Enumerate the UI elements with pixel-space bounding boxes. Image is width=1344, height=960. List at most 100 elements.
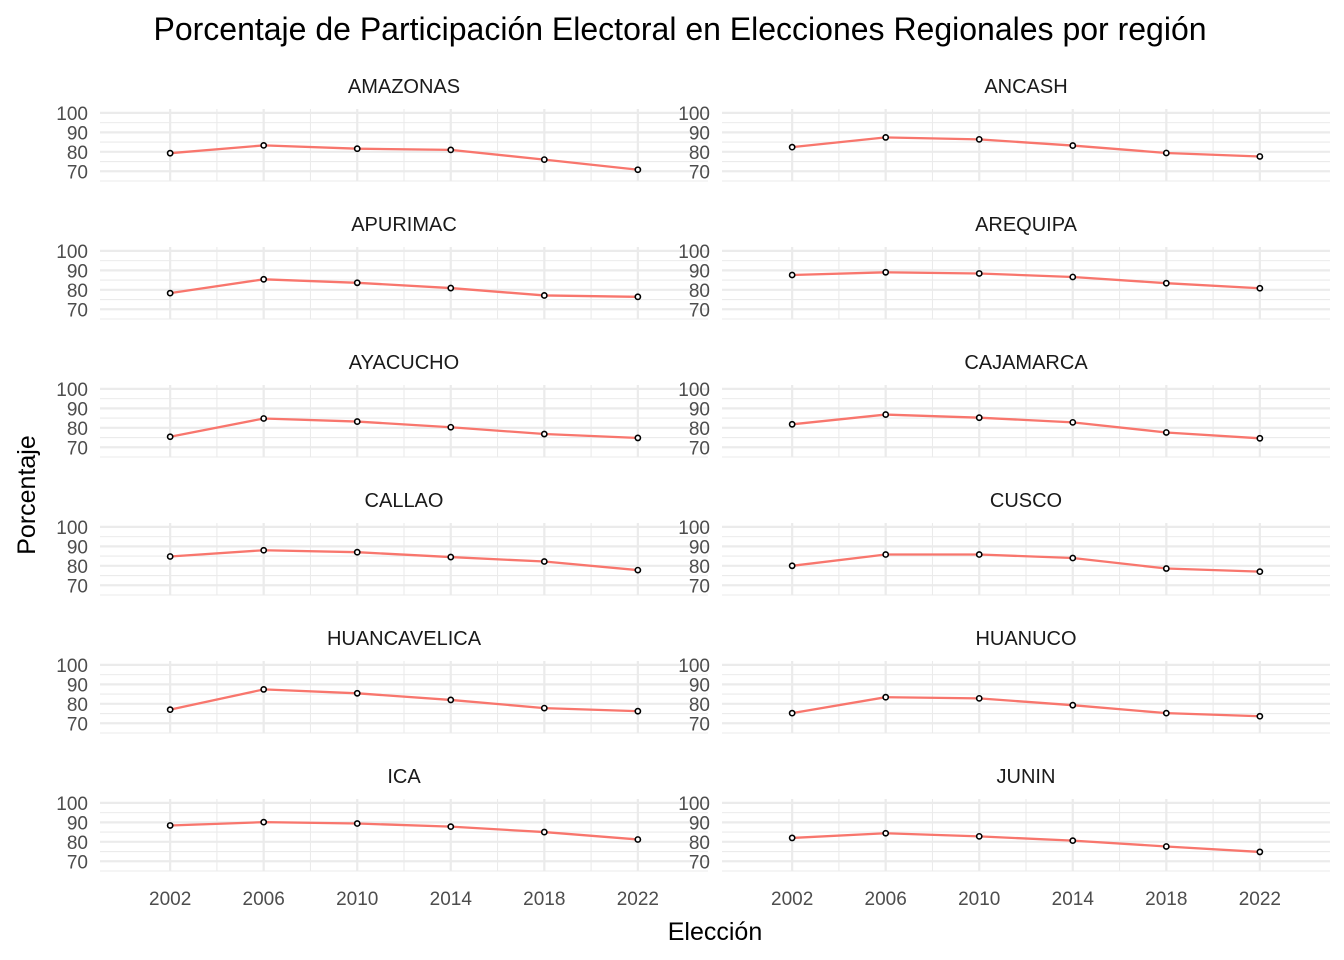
data-point — [353, 279, 361, 287]
data-point — [788, 271, 796, 279]
series-line — [792, 553, 1260, 573]
data-point — [260, 546, 268, 554]
series-line — [170, 821, 638, 841]
facet-strip-label: CUSCO — [990, 490, 1062, 512]
data-point — [1162, 709, 1170, 717]
y-axis-title: Porcentaje — [13, 435, 41, 555]
x-tick-label: 2014 — [430, 889, 473, 910]
y-tick-label: 90 — [67, 537, 88, 558]
data-point — [788, 562, 796, 570]
facet-strip-label: HUANCAVELICA — [327, 628, 482, 650]
y-tick-label: 100 — [56, 242, 88, 263]
x-tick-label: 2018 — [1145, 889, 1187, 910]
y-tick-label: 100 — [56, 794, 88, 815]
y-tick-label: 80 — [67, 557, 88, 578]
data-point — [540, 430, 548, 438]
x-tick-label: 2010 — [336, 889, 378, 910]
y-tick-label: 100 — [678, 380, 710, 401]
y-tick-label: 100 — [56, 104, 88, 125]
y-tick-label: 80 — [67, 833, 88, 854]
y-tick-label: 80 — [67, 419, 88, 440]
series-line — [792, 136, 1260, 158]
x-tick-label: 2002 — [771, 889, 813, 910]
y-tick-label: 100 — [678, 518, 710, 539]
data-point — [166, 553, 174, 560]
y-tick-label: 90 — [689, 399, 710, 420]
y-tick-label: 70 — [689, 852, 710, 873]
x-tick-label: 2022 — [1239, 889, 1281, 910]
data-point — [540, 558, 548, 565]
data-point — [1069, 554, 1077, 562]
y-tick-label: 70 — [67, 576, 88, 597]
x-tick-label: 2018 — [523, 889, 565, 910]
y-tick-label: 90 — [67, 399, 88, 420]
y-tick-label: 90 — [67, 675, 88, 696]
facet-strip-label: AREQUIPA — [975, 214, 1078, 236]
data-point — [634, 707, 642, 715]
series-line — [792, 413, 1260, 440]
y-tick-label: 90 — [689, 813, 710, 834]
facet-strip-label: ICA — [387, 766, 421, 788]
data-point — [634, 434, 642, 442]
data-point — [166, 289, 174, 297]
data-point — [447, 696, 455, 704]
data-point — [166, 149, 174, 157]
x-tick-label: 2002 — [149, 889, 191, 910]
facet-strip-label: APURIMAC — [351, 214, 457, 236]
data-point — [882, 411, 890, 418]
data-point — [1069, 273, 1077, 281]
data-point — [166, 822, 174, 829]
data-point — [1256, 284, 1264, 292]
facet-strip-label: ANCASH — [984, 76, 1067, 98]
facet-strip-label: AYACUCHO — [349, 352, 459, 374]
y-tick-label: 90 — [689, 537, 710, 558]
data-point — [882, 134, 890, 141]
data-point — [1256, 568, 1264, 576]
data-point — [975, 551, 983, 558]
data-point — [1256, 848, 1264, 856]
facet-strip-label: CALLAO — [365, 490, 444, 512]
data-point — [975, 694, 983, 702]
data-point — [260, 686, 268, 693]
data-point — [1256, 153, 1264, 160]
y-tick-label: 90 — [67, 123, 88, 144]
data-point — [1256, 434, 1264, 442]
y-tick-label: 80 — [689, 419, 710, 440]
y-tick-label: 70 — [67, 162, 88, 183]
y-tick-label: 90 — [689, 261, 710, 282]
data-point — [975, 414, 983, 422]
y-tick-label: 100 — [56, 656, 88, 677]
data-point — [634, 566, 642, 574]
x-tick-label: 2022 — [617, 889, 659, 910]
series-line — [170, 144, 638, 171]
data-point — [260, 415, 268, 422]
series-line — [791, 696, 1260, 718]
data-point — [447, 823, 455, 831]
data-point — [353, 145, 361, 153]
y-tick-label: 80 — [67, 281, 88, 302]
series-line — [792, 832, 1260, 854]
data-point — [882, 551, 890, 558]
y-tick-label: 80 — [67, 695, 88, 716]
y-tick-label: 70 — [67, 300, 88, 321]
y-tick-label: 80 — [67, 143, 88, 164]
data-point — [788, 834, 796, 842]
y-tick-label: 90 — [689, 675, 710, 696]
data-point — [634, 166, 642, 174]
data-point — [882, 268, 890, 276]
data-point — [540, 156, 548, 163]
data-point — [447, 284, 455, 292]
y-tick-label: 80 — [689, 557, 710, 578]
y-tick-label: 70 — [689, 300, 710, 321]
data-point — [1069, 701, 1077, 709]
data-point — [353, 820, 361, 827]
data-point — [1162, 279, 1170, 287]
facet-strip-label: JUNIN — [997, 766, 1056, 788]
